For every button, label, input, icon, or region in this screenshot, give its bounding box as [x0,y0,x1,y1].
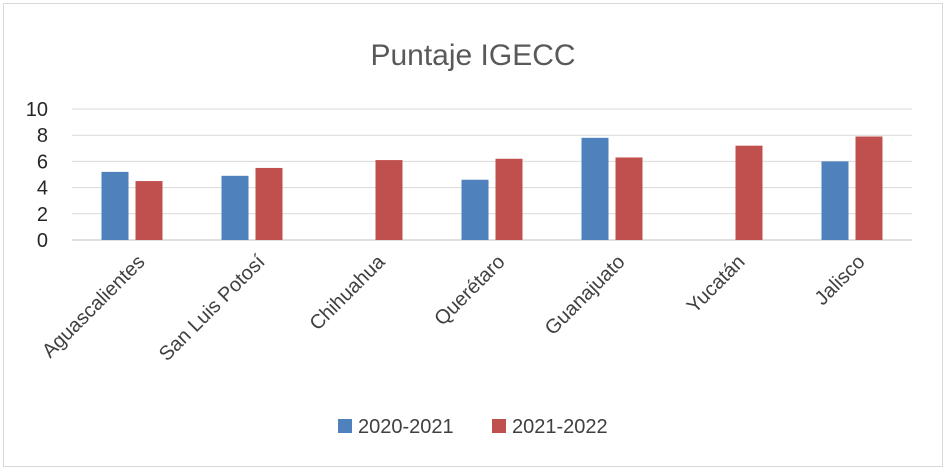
gridlines [72,108,912,241]
y-tick-label: 2 [37,204,48,226]
bar-2020-2021-jalisco [821,161,849,240]
x-category-label: Jalisco [811,251,870,310]
bar-2020-2021-querétaro [461,179,489,240]
legend-swatch [492,419,506,433]
bar-2021-2022-yucatán [735,145,763,240]
chart-title: Puntaje IGECC [370,39,575,72]
bar-2021-2022-guanajuato [615,157,643,240]
y-tick-label: 8 [37,125,48,147]
y-tick-label: 10 [26,99,48,121]
bar-2020-2021-guanajuato [581,137,609,240]
bar-2021-2022-chihuahua [375,160,403,240]
x-category-label: Aguascalientes [38,251,149,362]
bars [101,136,883,240]
y-tick-label: 0 [37,230,48,252]
y-axis-ticks: 0 2 4 6 8 10 [26,99,48,252]
bar-2020-2021-san-luis-potosí [221,175,249,240]
legend-label: 2020-2021 [358,416,454,438]
x-category-label: Querétaro [430,251,509,330]
legend: 2020-2021 2021-2022 [338,416,608,438]
bar-2021-2022-san-luis-potosí [255,167,283,240]
bar-2021-2022-aguascalientes [135,181,163,240]
bar-2021-2022-jalisco [855,136,883,240]
y-tick-label: 4 [37,178,48,200]
bar-2020-2021-aguascalientes [101,171,129,240]
x-category-label: San Luis Potosí [155,251,270,366]
x-category-label: Yucatán [683,251,750,318]
y-tick-label: 6 [37,151,48,173]
bar-2021-2022-querétaro [495,158,523,240]
legend-swatch [338,419,352,433]
legend-label: 2021-2022 [512,416,608,438]
x-category-label: Chihuahua [306,250,391,335]
x-axis-labels: Aguascalientes San Luis Potosí Chihuahua Qu… [38,250,869,365]
x-category-label: Guanajuato [541,251,630,340]
